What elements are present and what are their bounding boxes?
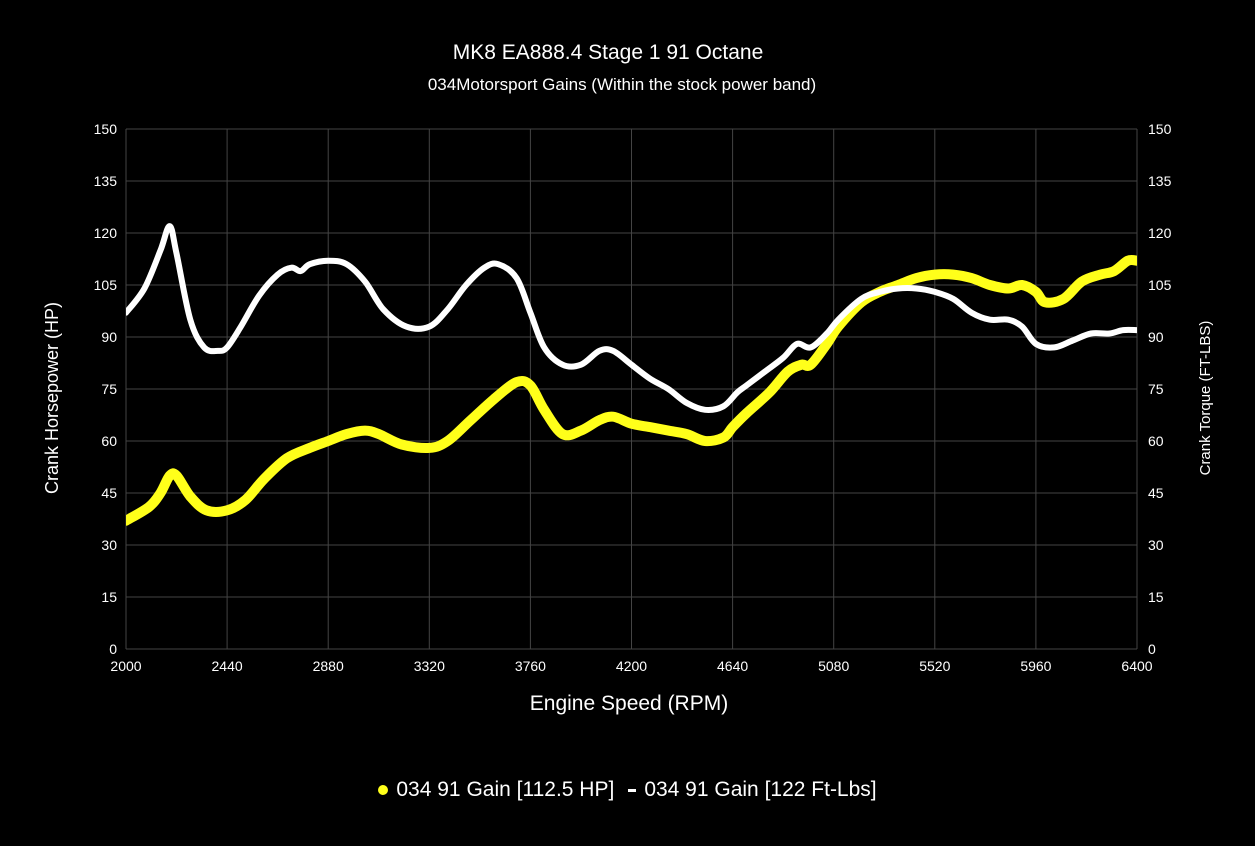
series-line-1 — [126, 223, 1137, 413]
y-axis-right-label: Crank Torque (FT-LBS) — [1197, 321, 1214, 476]
y-tick-label-left: 105 — [94, 277, 118, 293]
series-layer — [126, 223, 1137, 526]
legend-marker-hp — [378, 785, 389, 795]
legend-marker-torque — [628, 788, 637, 792]
x-tick-label: 3760 — [515, 658, 546, 674]
y-tick-label-right: 75 — [1148, 381, 1164, 397]
x-tick-label: 5960 — [1020, 658, 1051, 674]
y-tick-label-right: 135 — [1148, 173, 1172, 189]
y-tick-label-right: 90 — [1148, 329, 1164, 345]
legend-item-hp[interactable]: 034 91 Gain [112.5 HP] — [378, 778, 614, 802]
y-axis-right-ticks: 0 15 30 45 60 75 90 105 120 135 150 — [1148, 121, 1172, 657]
grid-lines — [125, 128, 1138, 650]
y-tick-label-right: 120 — [1148, 225, 1172, 241]
y-tick-label-left: 15 — [101, 589, 117, 605]
x-tick-label: 5520 — [919, 658, 950, 674]
x-tick-label: 5080 — [818, 658, 849, 674]
x-tick-label: 4200 — [616, 658, 647, 674]
x-tick-label: 3320 — [414, 658, 445, 674]
y-tick-label-right: 15 — [1148, 589, 1164, 605]
y-tick-label-right: 30 — [1148, 537, 1164, 553]
y-tick-label-left: 0 — [109, 641, 117, 657]
legend-item-torque[interactable]: 034 91 Gain [122 Ft-Lbs] — [620, 778, 877, 802]
y-tick-label-right: 60 — [1148, 433, 1164, 449]
y-tick-label-left: 120 — [94, 225, 118, 241]
y-tick-label-left: 30 — [101, 537, 117, 553]
y-tick-label-right: 0 — [1148, 641, 1156, 657]
y-tick-label-left: 135 — [94, 173, 118, 189]
y-tick-label-left: 75 — [101, 381, 117, 397]
y-axis-left-ticks: 0 15 30 45 60 75 90 105 120 135 150 — [94, 121, 118, 657]
y-tick-label-right: 105 — [1148, 277, 1172, 293]
x-axis-ticks: 2000 2440 2880 3320 3760 4200 4640 5080 5520 5960… — [110, 658, 1152, 674]
legend: 034 91 Gain [112.5 HP] 034 91 Gain [122 … — [0, 770, 1255, 810]
y-tick-label-left: 150 — [94, 121, 118, 137]
y-tick-label-right: 45 — [1148, 485, 1164, 501]
x-tick-label: 4640 — [717, 658, 748, 674]
x-tick-label: 2880 — [313, 658, 344, 674]
chart-subtitle: 034Motorsport Gains (Within the stock po… — [428, 75, 816, 94]
chart-title: MK8 EA888.4 Stage 1 91 Octane — [453, 41, 764, 64]
series-line-0 — [126, 254, 1137, 526]
y-tick-label-right: 150 — [1148, 121, 1172, 137]
y-tick-label-left: 60 — [101, 433, 117, 449]
x-tick-label: 6400 — [1121, 658, 1152, 674]
legend-label-hp: 034 91 Gain [112.5 HP] — [396, 778, 615, 801]
x-tick-label: 2000 — [110, 658, 141, 674]
x-axis-label: Engine Speed (RPM) — [530, 692, 728, 715]
y-tick-label-left: 90 — [101, 329, 117, 345]
legend-label-torque: 034 91 Gain [122 Ft-Lbs] — [644, 778, 877, 801]
y-axis-left-label: Crank Horsepower (HP) — [42, 302, 62, 494]
y-tick-label-left: 45 — [101, 485, 117, 501]
x-tick-label: 2440 — [212, 658, 243, 674]
